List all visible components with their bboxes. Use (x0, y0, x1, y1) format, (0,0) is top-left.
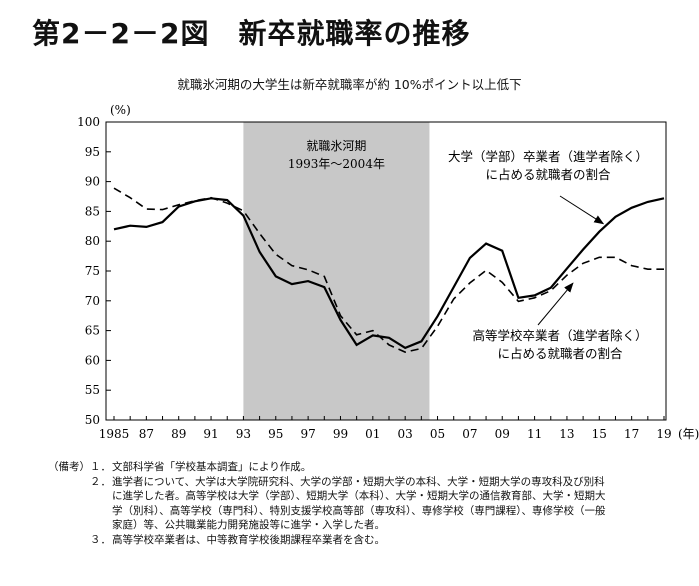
shaded-period-label: 就職氷河期 (306, 139, 366, 153)
shaded-period-range: 1993年～2004年 (288, 157, 385, 171)
note-text: 文部科学省「学校基本調査」により作成。 (112, 461, 312, 473)
x-tick-label: 05 (430, 427, 445, 441)
university-series-label: 大学（学部）卒業者（進学者除く） (448, 149, 648, 164)
university-series-line (113, 197, 665, 350)
highschool-series-line (113, 187, 664, 353)
x-tick-label: 97 (300, 427, 315, 441)
y-tick-label: 55 (85, 383, 100, 397)
university-callout-arrow (559, 195, 605, 225)
note-text: に進学した者。高等学校は大学（学部）、短期大学（本科）、大学・短期大学の通信教育… (112, 490, 606, 502)
highschool-series-label: 高等学校卒業者（進学者除く） (472, 328, 647, 343)
x-tick-label: 09 (495, 427, 510, 441)
x-tick-label: 11 (527, 427, 542, 441)
y-tick-label: 80 (85, 234, 100, 248)
note-text: 家庭）等、公共職業能力開発施設等に進学・入学した者。 (112, 519, 385, 531)
x-tick-label: 13 (559, 427, 574, 441)
y-tick-label: 85 (85, 204, 100, 218)
x-tick-label: 07 (462, 427, 477, 441)
note-number: ３． (90, 533, 111, 546)
axes: 50 55 60 65 70 75 80 85 90 95 100 1985 87 89 91 93 95 97 9… (77, 115, 672, 441)
note-text: 進学者について、大学は大学院研究科、大学の学部・短期大学の本科、大学・短期大学の… (112, 475, 605, 488)
chart-title: 就職氷河期の大学生は新卒就職率が約 10%ポイント以上低下 (177, 77, 522, 92)
y-axis-unit: (%) (110, 103, 131, 117)
ice-age-shaded-band (243, 122, 430, 420)
series-lines (113, 187, 665, 353)
y-tick-label: 65 (85, 324, 100, 338)
x-tick-label: 99 (333, 427, 348, 441)
notes: （備考） １． 文部科学省「学校基本調査」により作成。 ２． 進学者について、大… (48, 460, 699, 547)
x-tick-label: 17 (624, 427, 639, 441)
note-text: 学（別科）、高等学校（専門科）、特別支援学校高等部（専攻科）、専修学校（専門課程… (112, 504, 606, 517)
y-tick-label: 90 (85, 175, 100, 189)
y-tick-label: 100 (77, 115, 100, 129)
note-text: 高等学校卒業者は、中等教育学校後期課程卒業者を含む。 (112, 533, 385, 546)
x-tick-label: 91 (203, 427, 218, 441)
note-number: １． (90, 461, 111, 473)
x-tick-label: 03 (398, 427, 413, 441)
y-tick-label: 70 (85, 294, 100, 308)
note-item-1: （備考） １． 文部科学省「学校基本調査」により作成。 (48, 460, 699, 475)
y-tick-label: 60 (85, 353, 100, 367)
highschool-callout-arrow (537, 282, 574, 326)
university-series-label-line2: に占める就職者の割合 (485, 167, 611, 182)
note-item-3: ３． 高等学校卒業者は、中等教育学校後期課程卒業者を含む。 (48, 533, 699, 548)
x-tick-label: 89 (171, 427, 186, 441)
line-chart: 就職氷河期 1993年～2004年 50 55 60 65 70 75 80 85 90 95 10… (77, 103, 699, 441)
y-tick-label: 50 (85, 413, 100, 427)
x-tick-label: 93 (236, 427, 251, 441)
y-tick-label: 95 (85, 145, 100, 159)
x-tick-label: 01 (365, 427, 380, 441)
note-item-2: ２． 進学者について、大学は大学院研究科、大学の学部・短期大学の本科、大学・短期… (48, 475, 699, 490)
highschool-series-label-line2: に占める就職者の割合 (497, 346, 623, 361)
x-tick-label: 87 (139, 427, 154, 441)
notes-label: （備考） (48, 461, 90, 473)
figure-title: 第2－2－2図 新卒就職率の推移 (32, 17, 471, 50)
x-tick-label: 1985 (99, 427, 130, 441)
x-axis-unit: (年) (678, 427, 699, 441)
x-tick-label: 95 (268, 427, 283, 441)
x-tick-label: 15 (592, 427, 607, 441)
y-tick-label: 75 (85, 264, 100, 278)
x-tick-label: 19 (656, 427, 671, 441)
note-number: ２． (90, 475, 111, 488)
